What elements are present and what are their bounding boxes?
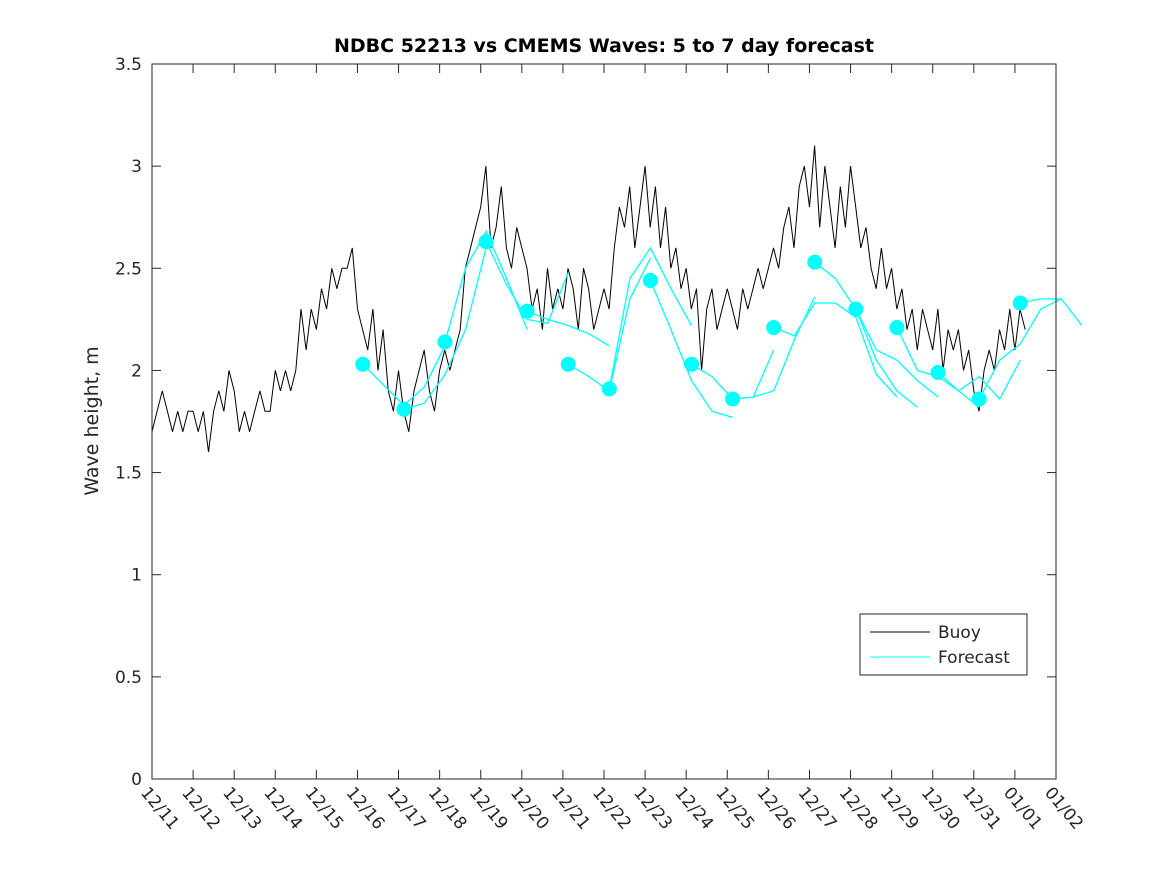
forecast-point-marker — [807, 254, 823, 270]
forecast-point-marker — [1012, 295, 1028, 311]
forecast-segment-line — [403, 247, 487, 410]
forecast-point-marker — [519, 303, 535, 319]
y-axis-label: Wave height, m — [81, 346, 103, 495]
forecast-segment-line — [485, 241, 569, 325]
forecast-point-marker — [642, 273, 658, 289]
forecast-segment-line — [855, 308, 939, 398]
forecast-point-marker — [848, 301, 864, 317]
legend-forecast-label: Forecast — [938, 648, 1010, 668]
forecast-segment-line — [937, 359, 1021, 401]
forecast-point-marker — [684, 356, 700, 372]
y-tick-label: 0.5 — [115, 668, 142, 688]
y-tick-label: 1.5 — [115, 464, 142, 484]
forecast-point-marker — [355, 356, 371, 372]
forecast-point-marker — [437, 334, 453, 350]
forecast-point-marker — [478, 234, 494, 250]
forecast-point-marker — [601, 381, 617, 397]
forecast-segment-line — [649, 280, 733, 419]
forecast-point-marker — [396, 401, 412, 417]
y-tick-label: 3 — [131, 157, 142, 177]
y-tick-label: 1 — [131, 566, 142, 586]
forecast-point-marker — [766, 320, 782, 336]
forecast-segment-line — [526, 310, 610, 347]
forecast-point-marker — [560, 356, 576, 372]
plot-area — [151, 145, 1083, 453]
buoy-series-line — [151, 145, 1026, 453]
forecast-point-marker — [971, 391, 987, 407]
forecast-point-marker — [930, 364, 946, 380]
forecast-segment-line — [608, 246, 693, 389]
chart-title: NDBC 52213 vs CMEMS Waves: 5 to 7 day fo… — [334, 35, 874, 57]
legend-buoy-label: Buoy — [938, 623, 981, 643]
legend: Buoy Forecast — [859, 613, 1028, 676]
forecast-segment-line — [773, 302, 898, 398]
y-tick-label: 2.5 — [115, 259, 142, 279]
forecast-point-marker — [725, 391, 741, 407]
forecast-point-marker — [889, 320, 905, 336]
y-tick-label: 3.5 — [115, 55, 142, 75]
forecast-segment-line — [978, 298, 1062, 400]
y-tick-label: 2 — [131, 361, 142, 381]
forecast-segment-line — [814, 261, 918, 408]
forecast-segment-line — [1020, 298, 1083, 326]
y-tick-label: 0 — [131, 770, 142, 790]
